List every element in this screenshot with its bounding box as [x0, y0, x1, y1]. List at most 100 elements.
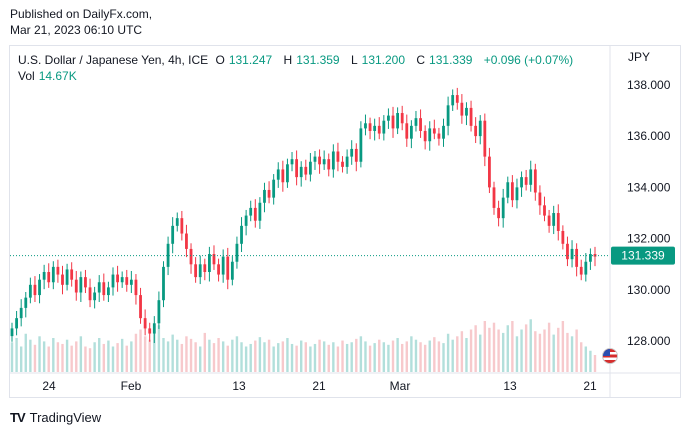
- volume-bar: [38, 336, 41, 372]
- volume-bar: [570, 336, 574, 372]
- symbol-title[interactable]: U.S. Dollar / Japanese Yen, 4h, ICE: [18, 53, 209, 67]
- volume-bar: [10, 342, 14, 372]
- candle-body: [134, 279, 138, 296]
- y-tick-label: 138.000: [627, 78, 671, 92]
- candle-body: [263, 189, 266, 203]
- volume-bar: [107, 340, 110, 372]
- candle-body: [488, 156, 491, 188]
- candle-body: [510, 182, 514, 201]
- volume-bar: [203, 332, 207, 372]
- candle-body: [102, 282, 106, 296]
- candle-body: [336, 151, 340, 162]
- candle-body: [354, 148, 358, 162]
- volume-bar: [244, 346, 248, 372]
- candle-body: [405, 123, 409, 139]
- candle-body: [552, 213, 556, 226]
- volume-bar: [143, 336, 147, 372]
- volume-bar: [258, 337, 262, 372]
- candle-body: [230, 261, 234, 280]
- us-flag-icon[interactable]: [602, 348, 618, 364]
- volume-bar: [322, 341, 326, 372]
- volume-bar: [520, 329, 523, 372]
- candle-body: [189, 248, 193, 265]
- candle-body: [524, 177, 528, 185]
- candle-body: [483, 120, 487, 157]
- candle-body: [281, 169, 285, 183]
- volume-bar: [313, 343, 317, 372]
- y-tick-label: 128.000: [627, 334, 671, 348]
- candle-body: [322, 159, 326, 165]
- candle-body: [538, 192, 542, 206]
- candle-body: [506, 182, 510, 198]
- candle-body: [547, 215, 551, 226]
- low-label: L: [350, 53, 358, 67]
- volume-bar: [130, 341, 133, 372]
- candle-body: [10, 328, 14, 337]
- volume-bar: [295, 345, 298, 372]
- candle-body: [286, 164, 289, 183]
- candle-body: [19, 307, 23, 319]
- volume-bar: [410, 336, 413, 372]
- volume-bar: [580, 342, 583, 372]
- volume-bar: [84, 346, 87, 372]
- volume-bar: [116, 343, 119, 372]
- tradingview-logo[interactable]: TV TradingView: [10, 410, 101, 425]
- candle-body: [391, 115, 395, 129]
- chart-frame: [9, 45, 681, 398]
- volume-bar: [162, 338, 165, 372]
- ohlc-legend: U.S. Dollar / Japanese Yen, 4h, ICE O 131…: [18, 52, 577, 68]
- volume-bar: [212, 343, 216, 372]
- candle-body: [143, 318, 147, 329]
- candle-body: [198, 264, 202, 278]
- volume-bar: [304, 342, 307, 372]
- candle-body: [194, 264, 198, 278]
- candle-body: [226, 256, 230, 280]
- volume-bar: [428, 340, 431, 372]
- candle-body: [38, 279, 41, 296]
- volume-bar: [226, 345, 229, 372]
- low-value: 131.200: [361, 53, 406, 67]
- volume-bar: [543, 329, 546, 372]
- publisher-info: Published on DailyFx.com, Mar 21, 2023 0…: [10, 6, 152, 38]
- candle-body: [171, 225, 175, 244]
- candle-body: [575, 248, 579, 267]
- candle-body: [152, 323, 156, 334]
- volume-bar: [42, 341, 46, 372]
- candle-body: [212, 254, 216, 265]
- x-tick-label: 21: [312, 379, 326, 393]
- volume-bar: [189, 338, 193, 372]
- candle-body: [515, 187, 519, 201]
- volume-bar: [378, 339, 381, 372]
- candle-body: [221, 256, 225, 275]
- volume-bar: [139, 329, 142, 372]
- candle-body: [387, 115, 390, 121]
- volume-bar: [511, 321, 514, 372]
- candle-body: [373, 125, 377, 131]
- close-value: 131.339: [429, 53, 473, 67]
- candle-body: [203, 264, 207, 272]
- high-label: H: [283, 53, 293, 67]
- candle-body: [428, 128, 432, 142]
- volume-bar: [437, 341, 441, 372]
- candle-body: [235, 243, 239, 262]
- volume-bar: [575, 329, 578, 372]
- volume-bar: [199, 346, 202, 372]
- candle-body: [24, 297, 28, 308]
- volume-bar: [506, 325, 509, 372]
- volume-bar: [281, 341, 285, 372]
- currency-label: JPY: [628, 50, 651, 64]
- candle-body: [244, 215, 248, 226]
- y-tick-label: 134.000: [627, 180, 671, 194]
- volume-bar: [157, 325, 161, 372]
- y-tick-label: 136.000: [627, 129, 671, 143]
- publisher-line: Published on DailyFx.com,: [10, 7, 153, 21]
- candle-body: [543, 205, 546, 216]
- volume-bar: [474, 325, 477, 372]
- volume-bar: [341, 340, 344, 372]
- candle-body: [474, 125, 478, 137]
- volume-bar: [332, 342, 335, 372]
- volume-bar: [235, 336, 239, 372]
- open-label: O: [215, 53, 225, 67]
- volume-bar: [93, 342, 96, 372]
